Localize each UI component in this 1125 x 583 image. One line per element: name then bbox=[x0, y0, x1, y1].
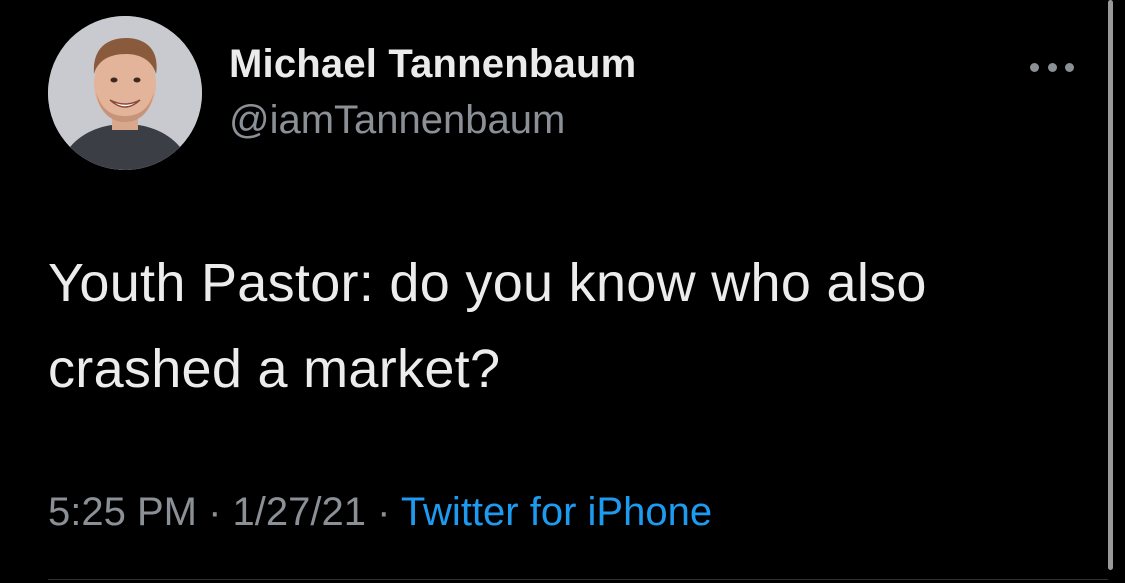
tweet-date[interactable]: 1/27/21 bbox=[232, 490, 366, 534]
author-handle[interactable]: @iamTannenbaum bbox=[229, 98, 566, 142]
meta-separator: · bbox=[365, 490, 401, 534]
dot bbox=[1065, 62, 1074, 72]
divider bbox=[48, 579, 1108, 580]
dot bbox=[1047, 62, 1057, 72]
tweet-time[interactable]: 5:25 PM bbox=[48, 490, 197, 534]
tweet-text: Youth Pastor: do you know who also crash… bbox=[48, 253, 927, 399]
tweet-meta: 5:25 PM · 1/27/21 · Twitter for iPhone bbox=[48, 490, 712, 535]
avatar[interactable] bbox=[48, 16, 202, 170]
meta-separator: · bbox=[196, 490, 233, 534]
profile-photo-icon bbox=[48, 16, 202, 170]
tweet-source-link[interactable]: Twitter for iPhone bbox=[400, 490, 713, 534]
more-horizontal-icon[interactable] bbox=[1030, 58, 1074, 76]
author-display-name[interactable]: Michael Tannenbaum bbox=[229, 42, 637, 86]
dot bbox=[1030, 62, 1039, 72]
scrollbar[interactable] bbox=[1108, 0, 1113, 570]
